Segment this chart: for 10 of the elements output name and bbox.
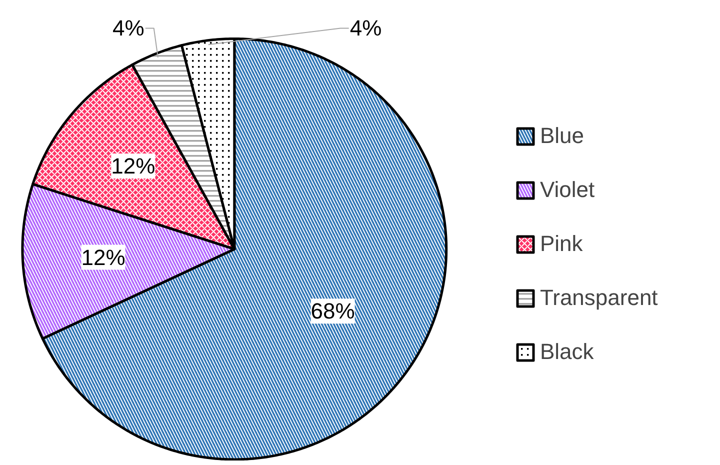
data-label: 68% [310, 298, 355, 324]
legend-label: Transparent [540, 285, 658, 311]
data-label: 12% [111, 153, 156, 178]
data-label: 4% [112, 16, 144, 41]
data-label: 12% [81, 244, 126, 270]
data-label: 4% [350, 16, 382, 41]
legend-label: Blue [540, 123, 584, 149]
legend-label: Black [540, 339, 594, 365]
legend-label: Violet [540, 177, 595, 203]
legend-label: Pink [540, 231, 583, 257]
